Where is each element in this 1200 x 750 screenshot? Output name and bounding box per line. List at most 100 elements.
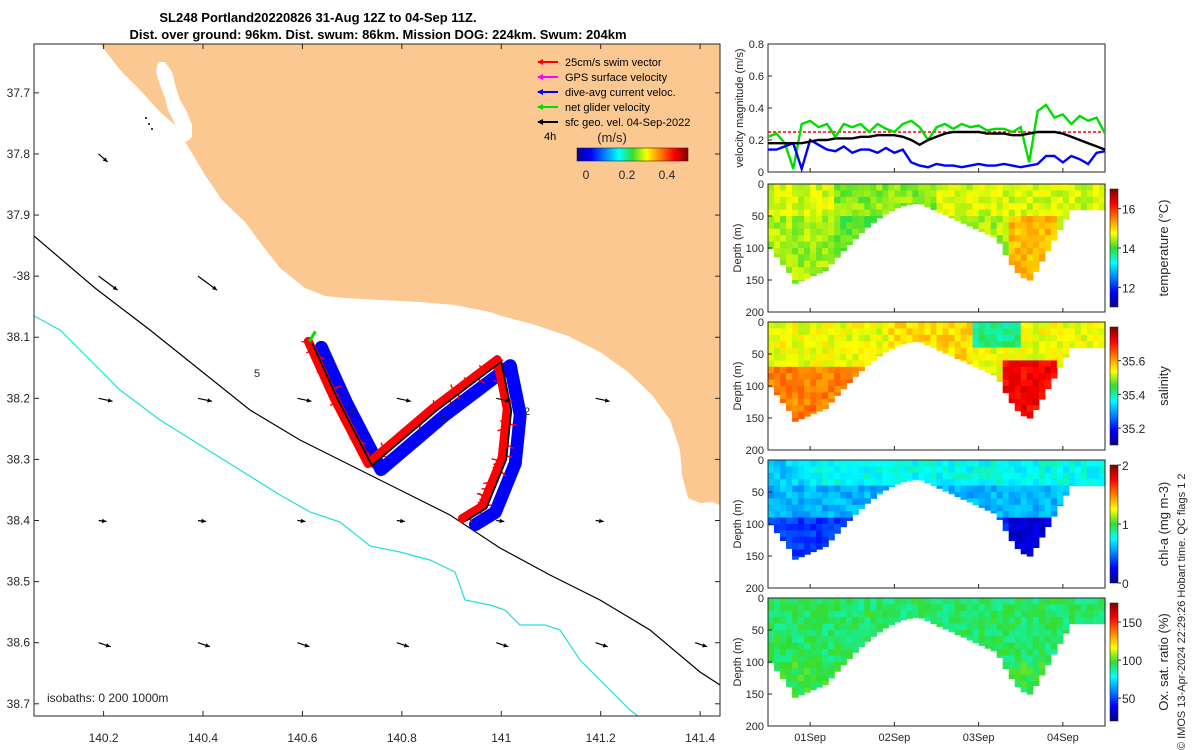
- profile-cell: [804, 604, 811, 612]
- profile-cell: [990, 184, 998, 191]
- profile-cell: [804, 687, 811, 693]
- profile-cell: [804, 235, 811, 243]
- profile-cell: [768, 373, 775, 381]
- profile-cell: [1044, 492, 1052, 499]
- profile-cell: [1026, 360, 1034, 368]
- profile-cell: [840, 649, 847, 657]
- profile-cell: [1020, 655, 1028, 663]
- profile-cell: [1026, 504, 1034, 512]
- profile-cell: [1038, 379, 1046, 387]
- profile-cell: [822, 254, 829, 262]
- profile-cell: [978, 222, 986, 230]
- profile-cell: [1038, 209, 1046, 217]
- profile-cell: [1056, 328, 1064, 336]
- profile-cell: [846, 366, 853, 374]
- profile-cell: [996, 222, 1004, 230]
- profile-cell: [912, 617, 920, 618]
- profile-cell: [828, 328, 835, 336]
- profile-cell: [828, 341, 835, 349]
- profile-cell: [972, 196, 980, 204]
- profile-cell: [1020, 460, 1028, 467]
- profile-cell: [792, 543, 799, 551]
- waypoint-label-4: 4: [349, 406, 355, 418]
- profile-cell: [984, 617, 992, 625]
- profile-cell: [1068, 479, 1076, 487]
- profile-cell: [1014, 485, 1022, 493]
- profile-cell: [1062, 623, 1070, 631]
- profile-cell: [816, 216, 823, 223]
- profile-cell: [942, 485, 950, 492]
- map-y-tick-label: 38.6: [7, 636, 31, 650]
- profile-cell: [936, 610, 944, 618]
- profile-cell: [954, 472, 962, 480]
- profile-cell: [996, 517, 1004, 520]
- profile-cell: [972, 466, 980, 474]
- profile-y-tick-label: 100: [746, 381, 764, 393]
- profile-cell: [1026, 668, 1034, 676]
- profile-cell: [966, 623, 974, 631]
- profile-cell: [864, 190, 871, 198]
- profile-cell: [834, 334, 841, 342]
- profile-cell: [840, 341, 847, 349]
- profile-cell: [858, 341, 865, 349]
- profile-cell: [852, 190, 859, 198]
- profile-cell: [1032, 511, 1040, 519]
- profile-cell: [810, 379, 817, 387]
- profile-cell: [936, 203, 944, 211]
- profile-cell: [1020, 392, 1028, 400]
- velocity-y-tick-label: 0.4: [749, 103, 764, 115]
- profile-cell: [954, 630, 962, 636]
- profile-cell: [774, 662, 781, 669]
- legend-arrowhead: [537, 104, 543, 110]
- profile-cell: [1020, 617, 1028, 625]
- profile-cell: [948, 472, 956, 480]
- profile-cell: [1032, 354, 1040, 361]
- profile-cell: [1020, 322, 1028, 329]
- profile-cell: [786, 492, 793, 499]
- profile-cell: [1038, 196, 1046, 204]
- profile-cell: [768, 360, 775, 368]
- profile-cell: [978, 504, 986, 508]
- profile-cell: [1014, 460, 1022, 467]
- profile-cell: [858, 472, 865, 480]
- profile-cell: [888, 209, 895, 212]
- profile-cell: [774, 530, 781, 534]
- profile-cell: [876, 209, 883, 217]
- profile-cell: [798, 536, 805, 544]
- profile-cell: [828, 354, 835, 361]
- profile-cell: [1068, 610, 1076, 618]
- profile-cell: [1038, 328, 1046, 336]
- profile-cell: [888, 479, 895, 487]
- profile-cell: [858, 184, 865, 191]
- profile-cell: [1008, 642, 1016, 650]
- profile-cell: [1026, 623, 1034, 631]
- profile-colorbar: [1109, 188, 1119, 308]
- profile-cell: [960, 485, 968, 493]
- profile-cell: [834, 604, 841, 612]
- profile-cell: [1026, 341, 1034, 349]
- profile-cell: [786, 366, 793, 374]
- profile-cell: [930, 203, 938, 211]
- profile-cell: [954, 617, 962, 625]
- profile-cell: [870, 203, 877, 211]
- profile-cell: [1020, 479, 1028, 487]
- legend-label: 25cm/s swim vector: [565, 57, 662, 69]
- profile-cell: [810, 228, 817, 236]
- profile-cell: [894, 598, 901, 605]
- profile-cell: [996, 504, 1004, 512]
- profile-cell: [1062, 485, 1070, 493]
- profile-cell: [792, 517, 799, 525]
- profile-cell: [786, 662, 793, 669]
- profile-cell: [804, 328, 811, 336]
- profile-cell: [924, 604, 932, 612]
- profile-cell: [1038, 642, 1046, 650]
- profile-cell: [948, 604, 956, 612]
- profile-cell: [768, 322, 775, 329]
- profile-cell: [978, 216, 986, 223]
- colorbar-tick-label: 14: [1122, 242, 1136, 256]
- profile-cell: [816, 398, 823, 406]
- map-panel: 140.2 140.4 140.6 140.8 141 141.2 141.437.737.…: [7, 43, 721, 745]
- profile-cell: [810, 636, 817, 644]
- profile-cell: [960, 322, 968, 329]
- profile-cell: [768, 190, 775, 198]
